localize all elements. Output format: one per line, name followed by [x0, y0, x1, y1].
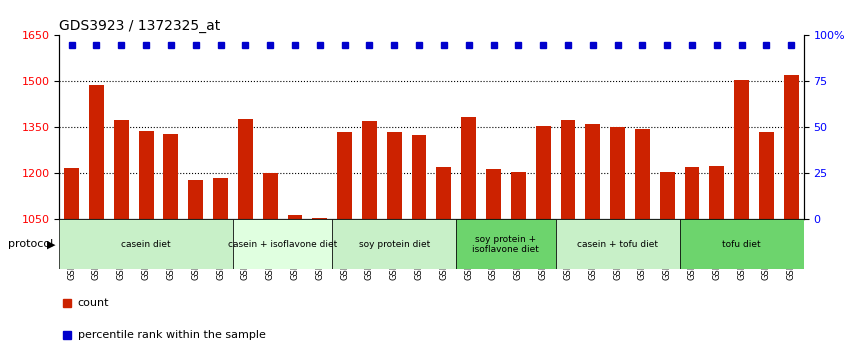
FancyBboxPatch shape	[556, 219, 679, 269]
Bar	[734, 80, 749, 354]
FancyBboxPatch shape	[233, 219, 332, 269]
FancyBboxPatch shape	[59, 219, 233, 269]
Bar	[561, 120, 575, 354]
Bar	[213, 178, 228, 354]
Bar	[387, 132, 402, 354]
Bar	[684, 167, 700, 354]
Bar	[189, 180, 203, 354]
Text: casein + tofu diet: casein + tofu diet	[577, 240, 658, 249]
Text: ▶: ▶	[47, 239, 55, 249]
Bar	[64, 168, 79, 354]
Bar	[362, 121, 376, 354]
Bar	[263, 173, 277, 354]
Text: count: count	[78, 298, 109, 308]
Text: casein diet: casein diet	[121, 240, 171, 249]
Bar	[486, 169, 501, 354]
Text: soy protein +
isoflavone diet: soy protein + isoflavone diet	[472, 235, 540, 254]
Bar	[784, 75, 799, 354]
FancyBboxPatch shape	[332, 219, 456, 269]
Bar	[312, 218, 327, 354]
Bar	[585, 124, 600, 354]
Bar	[710, 166, 724, 354]
Text: GDS3923 / 1372325_at: GDS3923 / 1372325_at	[59, 19, 221, 33]
Bar	[511, 172, 525, 354]
Bar	[759, 132, 774, 354]
Bar	[288, 215, 302, 354]
Bar	[412, 135, 426, 354]
Bar	[163, 133, 179, 354]
Bar	[238, 119, 253, 354]
Text: casein + isoflavone diet: casein + isoflavone diet	[228, 240, 338, 249]
Bar	[461, 117, 476, 354]
Bar	[139, 131, 153, 354]
Text: soy protein diet: soy protein diet	[359, 240, 430, 249]
Bar	[338, 132, 352, 354]
Bar	[114, 120, 129, 354]
Text: protocol: protocol	[8, 239, 53, 249]
Text: tofu diet: tofu diet	[722, 240, 761, 249]
Bar	[89, 85, 104, 354]
FancyBboxPatch shape	[679, 219, 804, 269]
Text: percentile rank within the sample: percentile rank within the sample	[78, 330, 266, 339]
Bar	[437, 167, 451, 354]
Bar	[660, 172, 674, 354]
Bar	[635, 129, 650, 354]
Bar	[536, 126, 551, 354]
Bar	[610, 127, 625, 354]
FancyBboxPatch shape	[456, 219, 556, 269]
